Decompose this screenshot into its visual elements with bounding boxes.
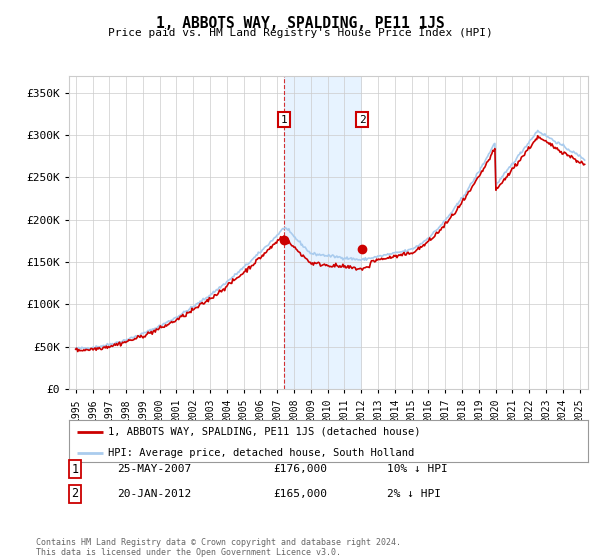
Text: Price paid vs. HM Land Registry's House Price Index (HPI): Price paid vs. HM Land Registry's House … <box>107 28 493 38</box>
Text: 2: 2 <box>359 115 365 125</box>
Text: HPI: Average price, detached house, South Holland: HPI: Average price, detached house, Sout… <box>108 448 414 458</box>
Text: 2% ↓ HPI: 2% ↓ HPI <box>387 489 441 499</box>
Text: 1, ABBOTS WAY, SPALDING, PE11 1JS (detached house): 1, ABBOTS WAY, SPALDING, PE11 1JS (detac… <box>108 427 421 437</box>
Text: Contains HM Land Registry data © Crown copyright and database right 2024.
This d: Contains HM Land Registry data © Crown c… <box>36 538 401 557</box>
Text: 1, ABBOTS WAY, SPALDING, PE11 1JS: 1, ABBOTS WAY, SPALDING, PE11 1JS <box>155 16 445 31</box>
Text: 2: 2 <box>71 487 79 501</box>
Bar <box>284 76 362 389</box>
Text: £165,000: £165,000 <box>273 489 327 499</box>
Text: 1: 1 <box>71 463 79 476</box>
Text: 10% ↓ HPI: 10% ↓ HPI <box>387 464 448 474</box>
Text: 1: 1 <box>281 115 287 125</box>
Text: 20-JAN-2012: 20-JAN-2012 <box>117 489 191 499</box>
Text: 25-MAY-2007: 25-MAY-2007 <box>117 464 191 474</box>
Text: £176,000: £176,000 <box>273 464 327 474</box>
